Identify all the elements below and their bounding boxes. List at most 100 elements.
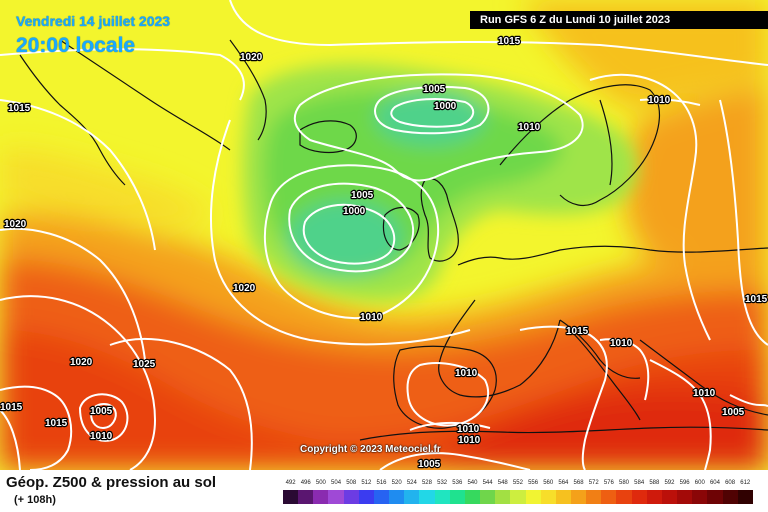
italy-coast bbox=[569, 329, 641, 421]
isobar-1015-sw-edge bbox=[0, 409, 21, 470]
scale-value-label: 600 bbox=[694, 480, 705, 486]
isobar-1025-sw bbox=[109, 338, 253, 470]
scale-swatch bbox=[373, 490, 390, 504]
balkans-coast bbox=[639, 339, 768, 416]
color-scale-labels: 492 496 500 504 508 512 516 520 524 528 532 536 540 5… bbox=[283, 478, 753, 488]
isobar-label: 1020 bbox=[70, 357, 93, 368]
scale-swatch bbox=[555, 490, 571, 504]
band-orange-nw bbox=[0, 149, 215, 225]
scale-swatch bbox=[737, 490, 753, 504]
scale-swatch bbox=[661, 490, 678, 504]
isobar-1015-north bbox=[229, 0, 768, 66]
scale-swatch bbox=[283, 490, 299, 504]
britain-coast bbox=[420, 178, 459, 262]
scale-swatch bbox=[495, 490, 511, 504]
scale-value-label: 504 bbox=[331, 480, 342, 486]
scale-swatch bbox=[677, 490, 693, 504]
iceland-coast bbox=[299, 120, 357, 154]
isobars bbox=[0, 0, 768, 470]
scale-value-label: 528 bbox=[421, 480, 432, 486]
isobar-1010-north bbox=[293, 73, 584, 182]
scale-swatch bbox=[480, 490, 496, 504]
isobar-1010-ne bbox=[639, 98, 701, 106]
scale-swatch bbox=[540, 490, 556, 504]
scale-value-label: 540 bbox=[467, 480, 478, 486]
forecast-date: Vendredi 14 juillet 2023 bbox=[16, 13, 171, 29]
isobar-label: 1005 bbox=[351, 190, 374, 201]
scale-value-label: 516 bbox=[376, 480, 387, 486]
isobar-label: 1000 bbox=[434, 101, 457, 112]
scale-value-label: 508 bbox=[346, 480, 357, 486]
isobar-1015-east bbox=[719, 99, 768, 346]
isobar-label: 1015 bbox=[566, 326, 589, 337]
scale-value-label: 492 bbox=[285, 480, 296, 486]
isobar-label: 1010 bbox=[610, 338, 633, 349]
scale-value-label: 536 bbox=[452, 480, 463, 486]
scale-swatch bbox=[434, 490, 450, 504]
isobar-1000-west bbox=[302, 203, 396, 265]
color-scale-bar bbox=[283, 490, 753, 504]
isobar-1010-iberia bbox=[406, 362, 490, 427]
isobar-label: 1015 bbox=[8, 103, 31, 114]
scale-swatch bbox=[389, 490, 405, 504]
scale-value-label: 532 bbox=[437, 480, 448, 486]
north-africa-coast bbox=[359, 426, 768, 441]
scale-swatch bbox=[313, 490, 329, 504]
scale-swatch bbox=[586, 490, 602, 504]
isobar-label: 1015 bbox=[745, 294, 768, 305]
isobar-1015-balkans bbox=[599, 338, 650, 401]
color-scale: 492 496 500 504 508 512 516 520 524 528 532 536 540 5… bbox=[283, 478, 753, 506]
isobar-label: 1010 bbox=[648, 95, 671, 106]
scale-value-label: 512 bbox=[361, 480, 372, 486]
copyright-notice: Copyright © 2023 Meteociel.fr bbox=[300, 444, 441, 455]
scale-swatch bbox=[601, 490, 617, 504]
forecast-local-time: 20:00 locale bbox=[16, 34, 136, 57]
scale-swatch bbox=[616, 490, 632, 504]
isobar-1020-west bbox=[210, 119, 471, 346]
coastlines bbox=[19, 39, 768, 441]
isobar-1015-nw bbox=[0, 99, 156, 251]
legend-panel: Géop. Z500 & pression au sol (+ 108h) bbox=[0, 470, 768, 512]
isobar-label: 1010 bbox=[518, 122, 541, 133]
isobar-label: 1005 bbox=[90, 406, 113, 417]
greenland-coast bbox=[19, 39, 267, 186]
isobar-1005-east bbox=[729, 394, 768, 407]
isobar-label: 1005 bbox=[423, 84, 446, 95]
isobar-label: 1000 bbox=[343, 206, 366, 217]
isobar-label: 1020 bbox=[233, 283, 256, 294]
scale-value-label: 572 bbox=[588, 480, 599, 486]
scale-swatch bbox=[464, 490, 481, 504]
scale-swatch bbox=[419, 490, 435, 504]
isobar-1005-azores-inner bbox=[90, 403, 117, 430]
scandinavia-coast bbox=[499, 84, 661, 207]
scale-swatch bbox=[358, 490, 374, 504]
isobar-label: 1010 bbox=[455, 368, 478, 379]
isobar-label: 1020 bbox=[240, 52, 263, 63]
isobar-label: 1010 bbox=[90, 431, 113, 442]
scale-swatch bbox=[692, 490, 708, 504]
isobar-1010-azores bbox=[78, 393, 129, 442]
isobar-1015-azores bbox=[0, 385, 73, 470]
scale-value-label: 584 bbox=[634, 480, 645, 486]
isobar-1015-central bbox=[519, 325, 608, 470]
isobar-label: 1010 bbox=[693, 388, 716, 399]
isobar-1020-north bbox=[0, 48, 245, 101]
scale-swatch bbox=[328, 490, 344, 504]
scale-value-label: 520 bbox=[391, 480, 402, 486]
scale-value-label: 568 bbox=[573, 480, 584, 486]
scale-swatch bbox=[722, 490, 738, 504]
scale-swatch bbox=[631, 490, 647, 504]
scale-value-label: 556 bbox=[528, 480, 539, 486]
isobar-label: 1015 bbox=[0, 402, 23, 413]
isobar-1020-azores bbox=[0, 295, 157, 470]
scale-value-label: 524 bbox=[406, 480, 417, 486]
isobar-1020-sw bbox=[0, 227, 146, 361]
scale-value-label: 608 bbox=[725, 480, 736, 486]
scale-swatch bbox=[298, 490, 314, 504]
isobar-label: 1015 bbox=[498, 36, 521, 47]
scale-value-label: 592 bbox=[664, 480, 675, 486]
scale-swatch bbox=[707, 490, 723, 504]
isobar-label: 1010 bbox=[360, 312, 383, 323]
low-center-west bbox=[287, 200, 403, 276]
scale-swatch bbox=[570, 490, 587, 504]
